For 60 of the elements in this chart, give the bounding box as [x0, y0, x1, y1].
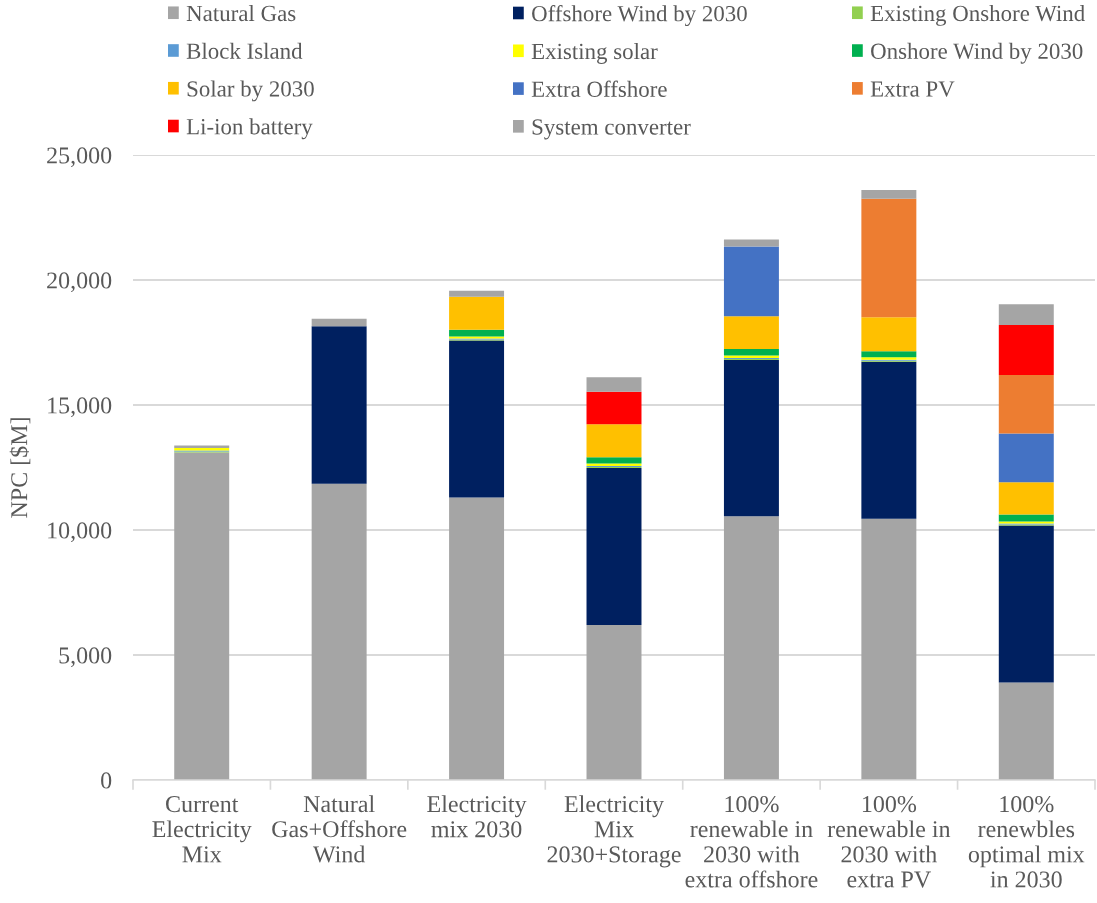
bar [449, 329, 505, 337]
y-tick-label: 0 [101, 772, 112, 789]
y-tick-label: 15,000 [48, 397, 112, 418]
bar [449, 340, 505, 498]
bar [586, 377, 642, 392]
bar [998, 514, 1054, 522]
bar [311, 326, 367, 484]
bar [998, 482, 1054, 515]
legend-label: Existing Onshore Wind [870, 5, 1085, 26]
x-tick-label: Natural Gas+Offshore Wind [272, 795, 407, 863]
bar [723, 246, 779, 317]
x-tick-label: Electricity Mix 2030+Storage [547, 795, 681, 868]
bar [449, 497, 505, 780]
legend-label: Existing solar [531, 43, 658, 64]
bar [723, 239, 779, 247]
bar [998, 525, 1054, 683]
x-tick-label: 100% renewable in 2030 with extra PV [827, 795, 951, 888]
bar [723, 316, 779, 349]
legend-label: Li-ion battery [186, 118, 313, 140]
bar [861, 317, 917, 352]
bar [998, 325, 1054, 375]
bar [449, 296, 505, 330]
bar [311, 318, 367, 327]
bar [861, 190, 917, 199]
bar [449, 290, 505, 297]
x-tick-label: 100% renewbles optimal mix in 2030 [968, 795, 1085, 888]
legend-label: Extra PV [870, 81, 955, 97]
x-tick-label: 100% renewable in 2030 with extra offshore [685, 795, 818, 888]
bar [861, 518, 917, 780]
bar [861, 351, 917, 358]
bar [723, 360, 779, 517]
legend-label: Onshore Wind by 2030 [871, 42, 1083, 64]
bar [174, 452, 230, 780]
x-tick-label: Current Electricity Mix [152, 796, 252, 863]
bar [586, 391, 642, 425]
bar [586, 625, 642, 780]
y-tick-label: 20,000 [47, 272, 112, 293]
legend-label: Extra Offshore [531, 80, 667, 97]
legend-label: Offshore Wind by 2030 [532, 5, 747, 27]
bar [998, 304, 1054, 325]
y-axis-title: NPC [$M] [9, 418, 31, 518]
bar [586, 424, 642, 458]
bar [586, 468, 642, 625]
y-tick-label: 5,000 [59, 647, 112, 668]
bar [723, 516, 779, 780]
y-tick-label: 10,000 [48, 522, 112, 543]
legend-label: Block Island [186, 42, 303, 59]
bar [861, 361, 917, 519]
legend-label: System converter [532, 119, 691, 140]
bar [723, 349, 779, 356]
bar [998, 433, 1054, 483]
legend-label: Natural Gas [186, 5, 296, 22]
bar [998, 682, 1054, 780]
bar [311, 483, 367, 780]
legend-label: Solar by 2030 [187, 80, 314, 102]
bar [998, 375, 1054, 434]
bar [586, 457, 642, 464]
bar [861, 198, 917, 318]
x-tick-label: Electricity mix 2030 [427, 795, 527, 838]
y-tick-label: 25,000 [47, 147, 112, 168]
